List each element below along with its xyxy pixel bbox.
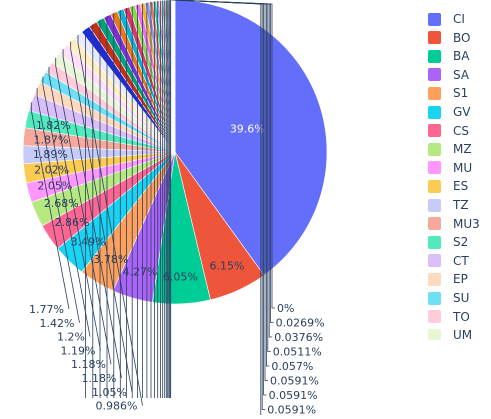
legend-item-s2[interactable]: S2: [428, 233, 468, 251]
legend-item-ct[interactable]: CT: [428, 252, 469, 270]
legend-item-ba[interactable]: BA: [428, 47, 469, 65]
legend-swatch: [428, 329, 441, 340]
legend-item-cs[interactable]: CS: [428, 122, 469, 140]
legend-swatch: [428, 254, 441, 267]
outside-label: 1.19%: [61, 344, 96, 357]
legend-item-su[interactable]: SU: [428, 289, 469, 307]
data-label-s1: 3.78%: [93, 253, 128, 266]
legend-item-s1[interactable]: S1: [428, 84, 468, 102]
legend-label: MU: [453, 161, 472, 175]
legend-label: BO: [453, 31, 470, 45]
legend-label: CT: [453, 254, 469, 268]
legend-swatch: [428, 273, 441, 286]
legend-label: TO: [453, 310, 470, 324]
legend-label: MZ: [453, 142, 472, 156]
legend: CIBOBASAS1GVCSMZMUESTZMU3S2CTEPSUTOUMTR: [428, 10, 490, 340]
legend-item-sa[interactable]: SA: [428, 66, 469, 84]
legend-label: SU: [453, 291, 469, 305]
legend-label: S1: [453, 86, 468, 100]
legend-item-ci[interactable]: CI: [428, 10, 465, 28]
legend-label: CI: [453, 12, 465, 26]
outside-label: 1.05%: [92, 386, 127, 399]
legend-item-tz[interactable]: TZ: [428, 196, 469, 214]
data-label-ba: 6.05%: [163, 271, 198, 284]
outside-label: 0.0376%: [274, 331, 323, 344]
legend-label: MU3: [453, 217, 480, 231]
legend-swatch: [428, 310, 441, 323]
outside-label: 0.986%: [96, 400, 138, 413]
legend-swatch: [428, 199, 441, 212]
legend-swatch: [428, 236, 441, 249]
legend-item-mu3[interactable]: MU3: [428, 215, 480, 233]
legend-label: CS: [453, 124, 469, 138]
legend-item-bo[interactable]: BO: [428, 29, 470, 47]
legend-swatch: [428, 50, 441, 63]
legend-label: EP: [453, 272, 468, 286]
outside-label: 0.0591%: [267, 404, 316, 416]
outside-label: 0.0511%: [273, 346, 322, 359]
outside-label: 0.0591%: [270, 375, 319, 388]
data-label-sa: 4.27%: [123, 266, 158, 279]
legend-label: SA: [453, 68, 469, 82]
outside-label: 1.18%: [82, 372, 117, 385]
outside-label: 1.2%: [57, 331, 85, 344]
legend-label: S2: [453, 235, 468, 249]
legend-swatch: [428, 217, 441, 230]
legend-swatch: [428, 31, 441, 44]
legend-label: UM: [453, 328, 472, 340]
legend-swatch: [428, 68, 441, 81]
legend-item-gv[interactable]: GV: [428, 103, 471, 121]
legend-label: ES: [453, 179, 468, 193]
outside-label: 0.0591%: [269, 389, 318, 402]
outside-label: 1.18%: [71, 358, 106, 371]
data-label-bo: 6.15%: [210, 259, 245, 272]
legend-swatch: [428, 13, 441, 26]
data-label-mu3: 1.87%: [34, 133, 69, 146]
legend-item-mz[interactable]: MZ: [428, 140, 472, 158]
legend-swatch: [428, 106, 441, 119]
outside-label: 0.057%: [271, 360, 313, 373]
legend-item-mu[interactable]: MU: [428, 159, 472, 177]
legend-item-ep[interactable]: EP: [428, 270, 468, 288]
outside-label: 1.42%: [40, 317, 75, 330]
legend-item-es[interactable]: ES: [428, 177, 468, 195]
legend-item-to[interactable]: TO: [428, 308, 470, 326]
outside-label: 0.0269%: [276, 317, 325, 330]
legend-swatch: [428, 292, 441, 305]
data-label-ci: 39.6%: [230, 123, 265, 136]
legend-label: GV: [453, 105, 471, 119]
legend-label: BA: [453, 49, 469, 63]
legend-label: TZ: [453, 198, 469, 212]
outside-label: 0%: [277, 302, 294, 315]
legend-swatch: [428, 161, 441, 174]
legend-item-um[interactable]: UM: [428, 326, 472, 340]
legend-swatch: [428, 180, 441, 193]
legend-swatch: [428, 124, 441, 137]
data-label-tz: 1.89%: [33, 148, 68, 161]
legend-swatch: [428, 143, 441, 156]
outside-label: 1.77%: [29, 303, 64, 316]
legend-swatch: [428, 87, 441, 100]
